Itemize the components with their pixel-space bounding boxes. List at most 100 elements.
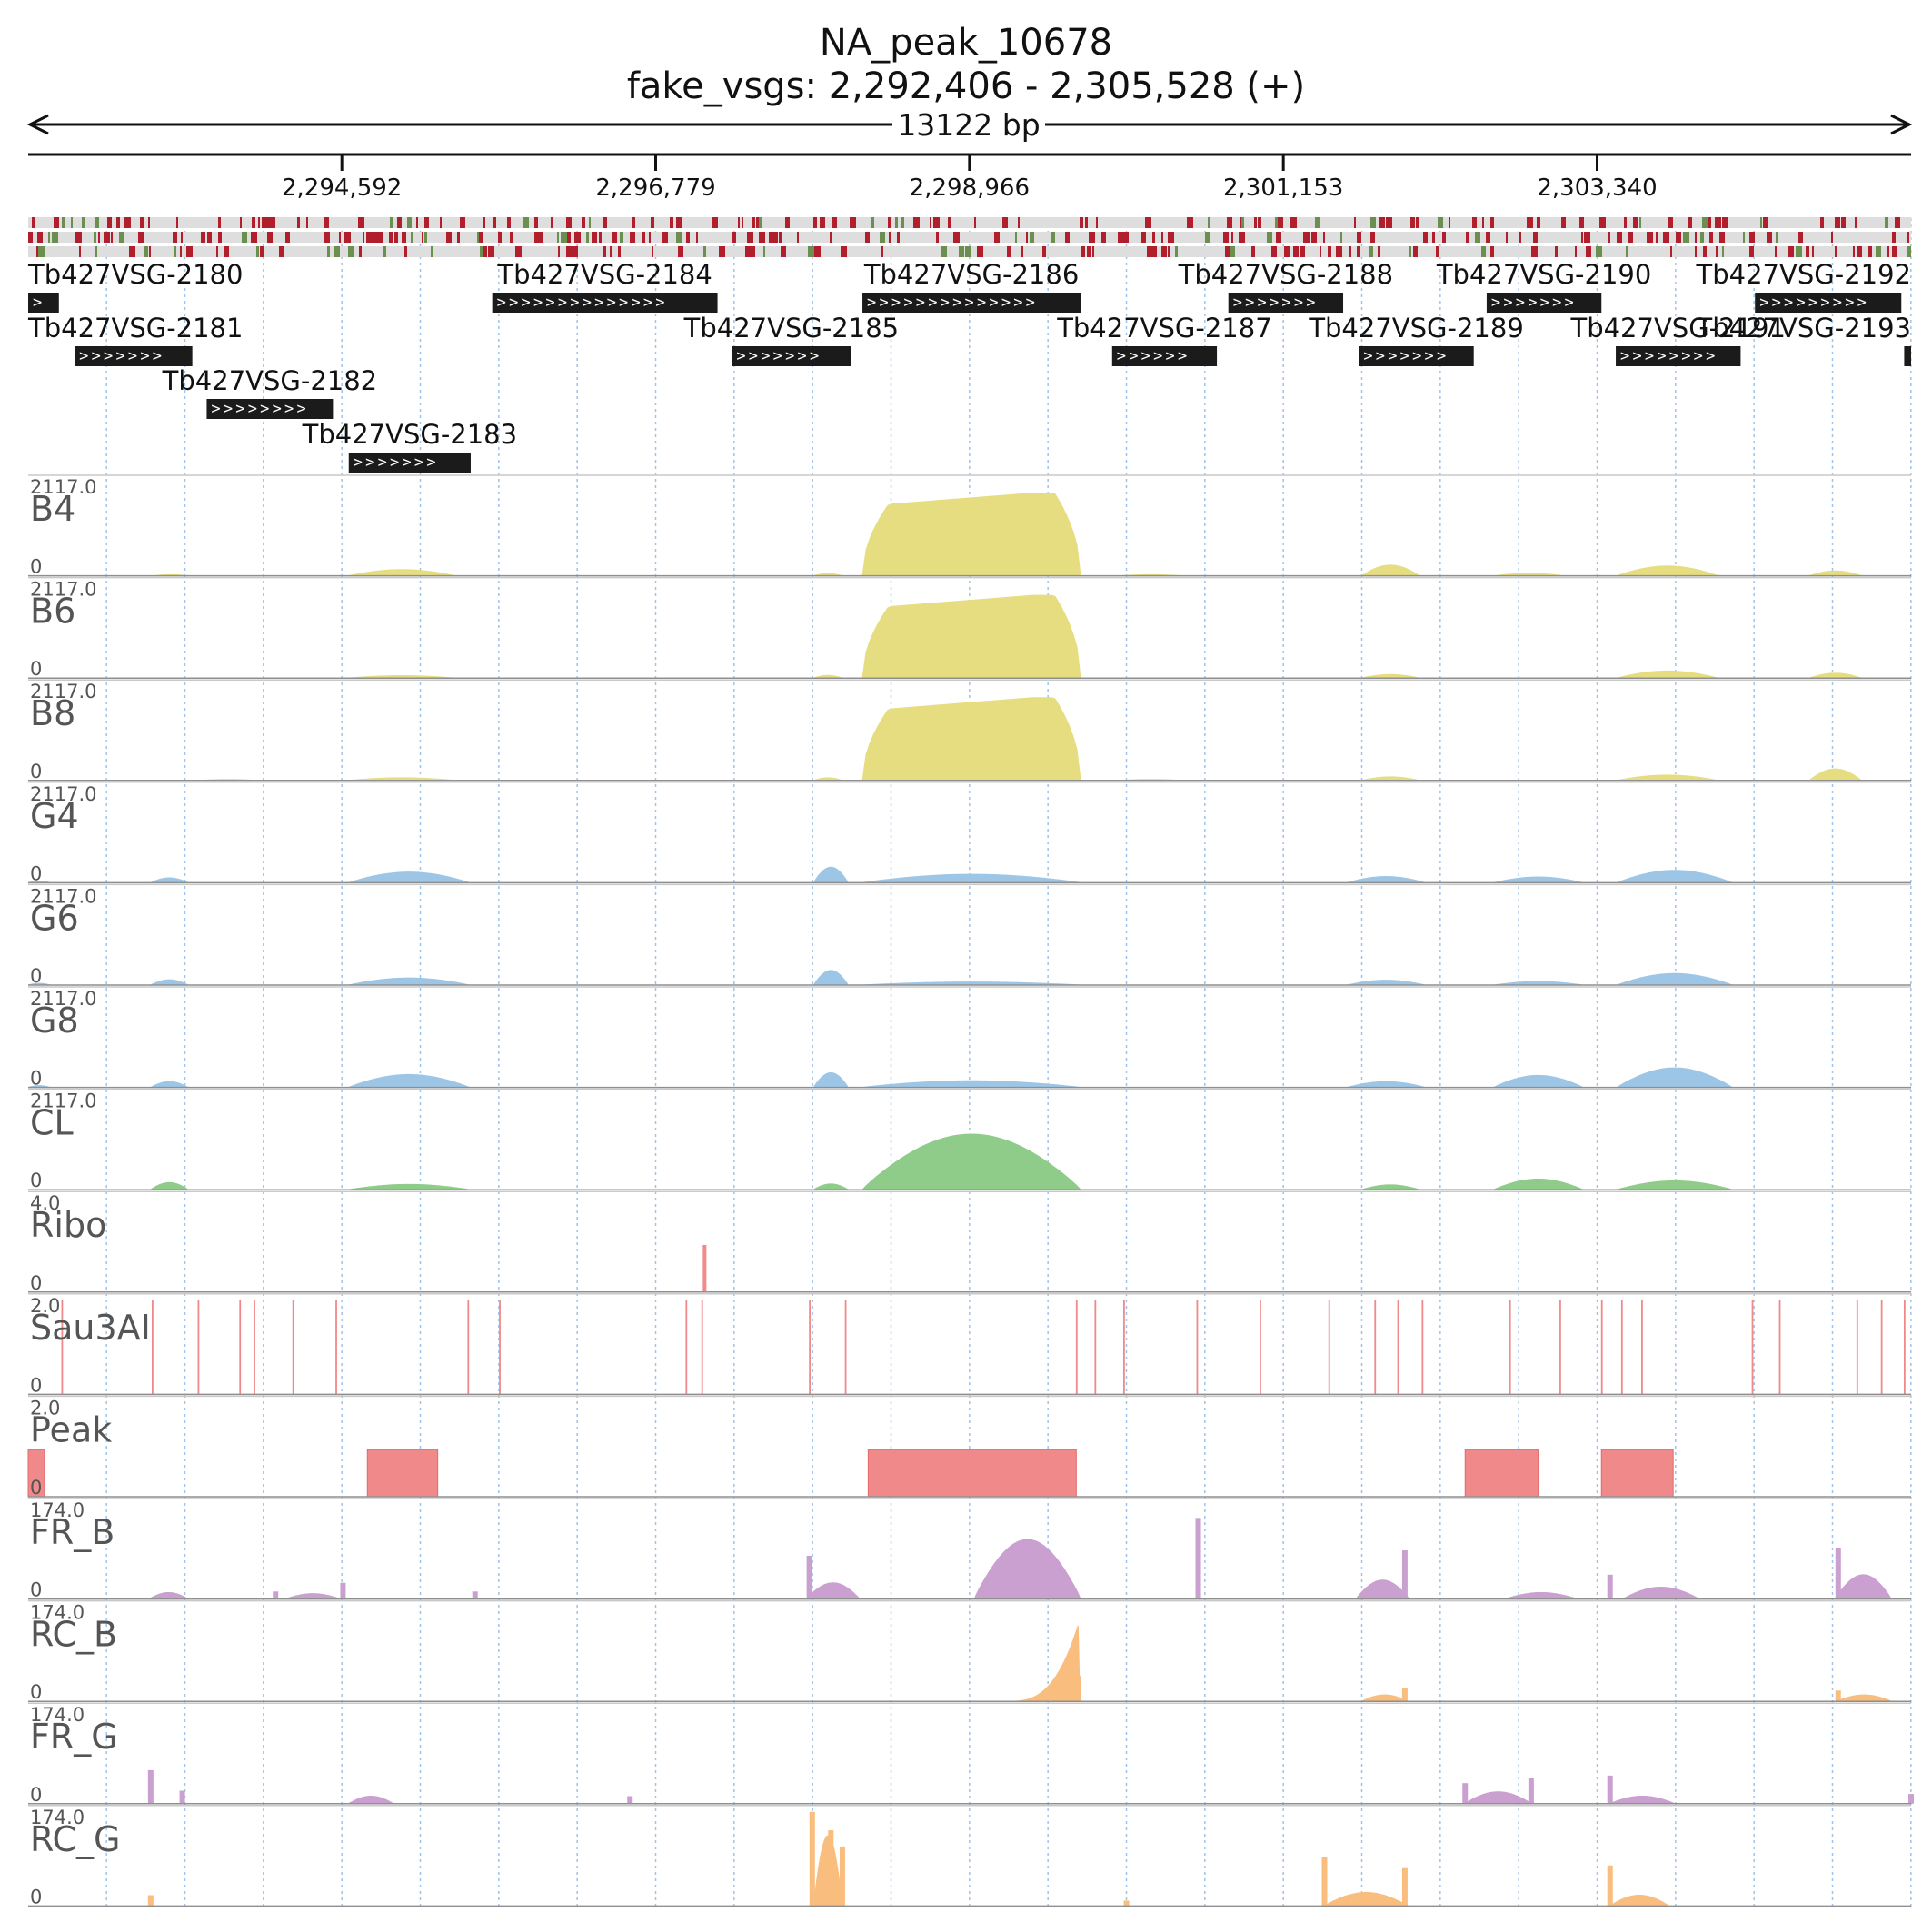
signal-spike: [1321, 1857, 1328, 1907]
gene-label: Tb427VSG-2191: [1569, 313, 1785, 344]
track-max-label: 174.0: [30, 1602, 85, 1624]
signal-area: [1360, 564, 1421, 577]
mapped-mark: [830, 232, 832, 243]
mapped-mark: [1161, 232, 1163, 243]
mapped-mark: [1276, 232, 1281, 243]
mapped-mark: [348, 246, 354, 257]
gene-box: [1755, 293, 1902, 313]
signal-bar: [1094, 1300, 1097, 1395]
signal-spike: [1528, 1778, 1534, 1804]
signal-area: [1005, 1625, 1081, 1702]
mapped-mark: [79, 246, 81, 257]
x-axis: 2,294,592 2,296,779 2,298,966 2,301,153 2,30…: [28, 153, 1911, 202]
mapped-mark: [258, 217, 260, 228]
signal-spike: [1401, 1688, 1408, 1702]
mapped-mark: [895, 217, 898, 228]
mapped-mark: [1907, 232, 1909, 243]
gene-feature: >>>>>>> Tb427VSG-2188: [1178, 259, 1393, 313]
mapped-mark: [1230, 246, 1235, 257]
mapped-mark: [1275, 217, 1278, 228]
mapped-mark: [52, 232, 58, 243]
track-name: CL: [30, 1103, 74, 1143]
mapped-mark: [1205, 232, 1210, 243]
gene-strand-chevrons: >>>>>>>>>>>>>>: [867, 294, 1038, 312]
mapped-mark: [397, 217, 402, 228]
signal-bar: [335, 1300, 337, 1395]
signal-area: [149, 1081, 190, 1089]
gene-feature: >>>>>>>> Tb427VSG-2191: [1569, 313, 1786, 366]
signal-area: [348, 977, 470, 986]
mapped-mark: [1555, 246, 1558, 257]
peak-block: [1464, 1449, 1539, 1498]
mapped-mark: [267, 217, 272, 228]
mapped-mark: [116, 217, 118, 228]
mapped-mark: [1432, 232, 1435, 243]
mapped-mark: [1328, 246, 1331, 257]
mapped-mark: [763, 246, 765, 257]
track-fr-b: 174.0FR_B 0: [28, 1498, 1911, 1601]
x-tick-label: 2,296,779: [595, 174, 715, 202]
mapped-mark: [1122, 232, 1129, 243]
mapped-mark: [557, 232, 559, 243]
mapped-mark: [1386, 217, 1392, 228]
track-min-label: 0: [30, 1374, 42, 1396]
mapped-mark: [1531, 246, 1538, 257]
mapped-mark: [1007, 246, 1011, 257]
mapped-mark: [1409, 246, 1411, 257]
track-max-label: 174.0: [30, 1704, 85, 1726]
signal-area: [812, 970, 850, 986]
mapped-mark: [1152, 246, 1157, 257]
mapped-mark: [224, 246, 229, 257]
x-tick-label: 2,301,153: [1223, 174, 1343, 202]
gene-strand-chevrons: >>>>>>>>>>>>>>: [497, 294, 668, 312]
peak-block: [867, 1449, 1077, 1498]
mapped-mark: [676, 217, 680, 228]
signal-area: [1491, 1074, 1585, 1089]
track-max-label: 4.0: [30, 1192, 60, 1214]
signal-bar: [1856, 1300, 1858, 1395]
signal-area: [348, 569, 455, 577]
mapped-mark: [1449, 217, 1450, 228]
signal-bar: [1509, 1300, 1511, 1395]
mapped-mark: [1527, 217, 1533, 228]
track-name: G4: [30, 796, 79, 836]
mapped-mark: [1378, 246, 1380, 257]
mapped-mark: [889, 232, 891, 243]
gene-box: [1228, 293, 1344, 313]
mapped-mark: [959, 246, 964, 257]
mapped-mark: [1482, 217, 1484, 228]
signal-area: [1347, 876, 1426, 883]
mapped-mark: [1303, 232, 1310, 243]
mapped-mark: [1620, 232, 1622, 243]
gene-label: Tb427VSG-2181: [27, 313, 243, 344]
mapped-mark: [431, 246, 433, 257]
mapped-mark: [144, 246, 148, 257]
signal-spike: [273, 1591, 279, 1599]
signal-area: [1347, 1081, 1426, 1089]
mapped-mark: [841, 246, 847, 257]
signal-area: [1834, 1574, 1893, 1600]
signal-area: [861, 594, 1081, 679]
mapped-mark: [719, 246, 725, 257]
signal-area: [805, 1582, 861, 1600]
gene-feature: >>>>>>>>>>>>>> Tb427VSG-2186: [862, 259, 1081, 313]
signal-bar: [197, 1300, 200, 1395]
mapped-mark: [785, 217, 790, 228]
signal-area: [1355, 1579, 1410, 1600]
gene-strand-chevrons: >>>>>>>: [1233, 294, 1319, 312]
gene-label: Tb427VSG-2193: [1696, 313, 1911, 344]
mapped-mark: [1087, 246, 1091, 257]
signal-spike: [1195, 1518, 1201, 1599]
mapped-mark: [808, 246, 814, 257]
track-max-label: 2.0: [30, 1295, 60, 1317]
mapped-mark: [1608, 232, 1610, 243]
mapped-mark: [1670, 246, 1672, 257]
mapped-mark: [1423, 232, 1428, 243]
mapped-mark: [28, 232, 33, 243]
mapped-mark: [36, 246, 38, 257]
track-name: RC_B: [30, 1615, 117, 1655]
chart-subtitle: fake_vsgs: 2,292,406 - 2,305,528 (+): [627, 65, 1305, 107]
mapped-mark: [1624, 217, 1627, 228]
mapped-mark: [1857, 246, 1862, 257]
